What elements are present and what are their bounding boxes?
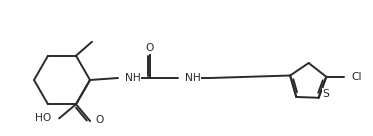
- Text: NH: NH: [125, 73, 141, 83]
- Text: O: O: [146, 43, 154, 53]
- Text: O: O: [95, 115, 104, 125]
- Text: NH: NH: [185, 73, 201, 83]
- Text: S: S: [323, 89, 329, 99]
- Text: Cl: Cl: [351, 72, 362, 82]
- Text: HO: HO: [35, 113, 51, 123]
